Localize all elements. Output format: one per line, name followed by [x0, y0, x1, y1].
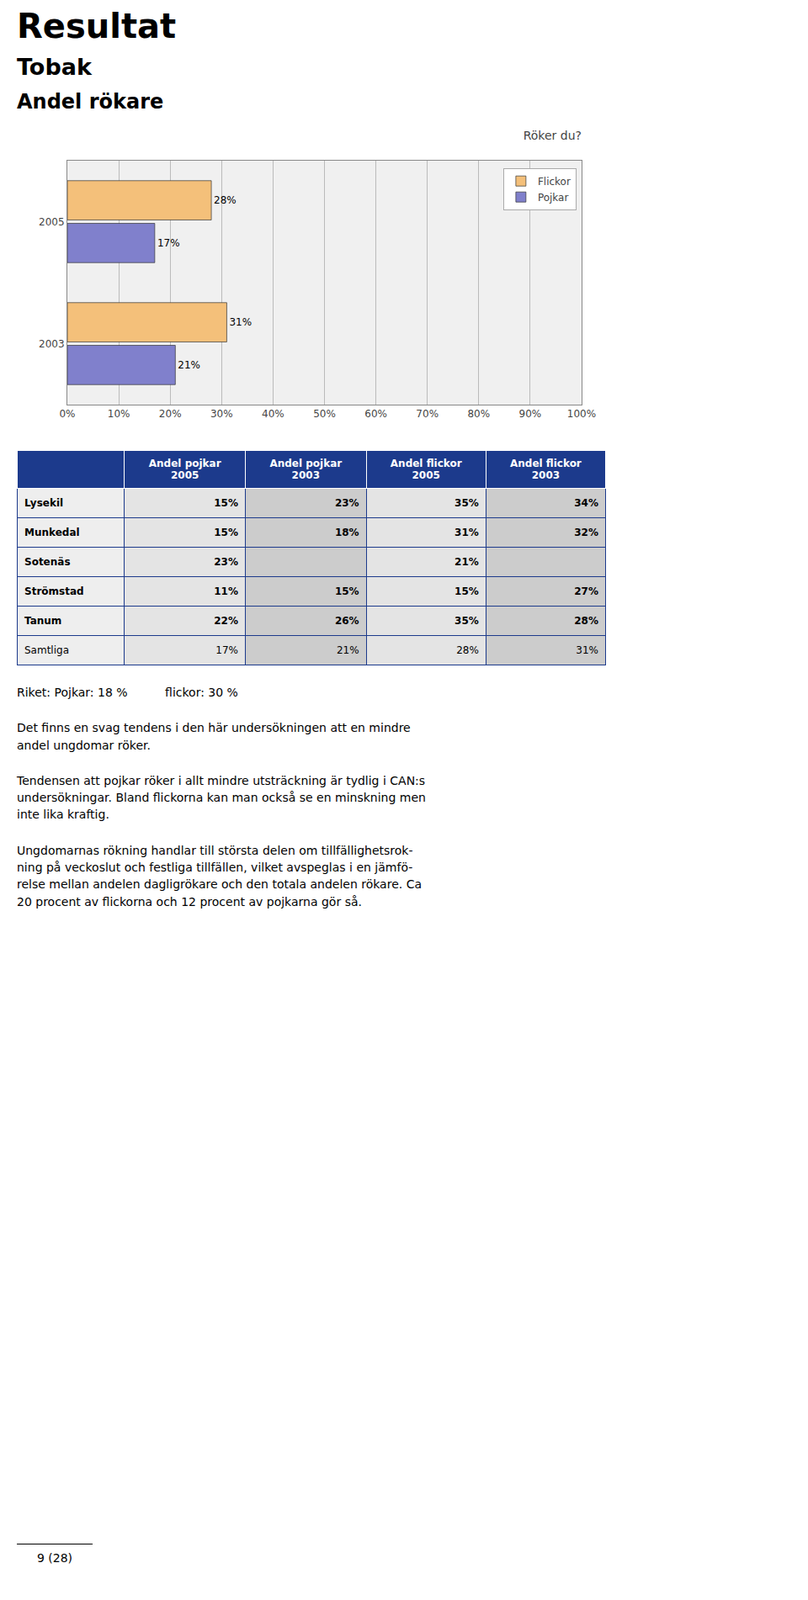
html-text:Tendensen att pojkar röker i a: Tendensen att pojkar röker i allt mindre…: [16, 774, 426, 822]
svg-text:100%: 100%: [567, 408, 596, 420]
html-text:31%: 31%: [454, 526, 479, 539]
html-text:11%: 11%: [214, 585, 239, 598]
html-text:26%: 26%: [334, 615, 360, 628]
html-text:35%: 35%: [454, 615, 479, 628]
html-text:15%: 15%: [454, 585, 479, 598]
svg-text:70%: 70%: [415, 408, 439, 420]
svg-text:90%: 90%: [519, 408, 543, 420]
html-text:Andel flickor 2003: Andel flickor 2003: [510, 457, 582, 482]
svg-text:0%: 0%: [58, 408, 75, 420]
html-text:Sotenäs: Sotenäs: [24, 556, 71, 569]
html-text:9 (28): 9 (28): [36, 1552, 73, 1566]
svg-text:40%: 40%: [261, 408, 285, 420]
html-text:35%: 35%: [454, 497, 479, 510]
html-text:34%: 34%: [574, 497, 599, 510]
svg-text:10%: 10%: [107, 408, 131, 420]
html-text:31%: 31%: [575, 644, 599, 657]
html-text:Ungdomarnas rökning handlar ti: Ungdomarnas rökning handlar till största…: [16, 844, 422, 909]
html-text:15%: 15%: [214, 526, 239, 539]
html-text:28%: 28%: [456, 644, 479, 657]
html-text:Resultat: Resultat: [16, 6, 177, 46]
html-text:27%: 27%: [574, 585, 599, 598]
html-text:Andel pojkar 2005: Andel pojkar 2005: [148, 457, 222, 482]
html-text:21%: 21%: [454, 556, 479, 569]
html-text:Riket: Pojkar: 18 % flickor: 3: Riket: Pojkar: 18 % flickor: 30 %: [16, 685, 239, 700]
html-text:Strömstad: Strömstad: [24, 585, 84, 598]
html-text:Samtliga: Samtliga: [24, 644, 70, 657]
html-text:Tanum: Tanum: [24, 615, 62, 628]
svg-text:28%: 28%: [213, 194, 237, 207]
svg-text:50%: 50%: [313, 408, 336, 420]
svg-text:80%: 80%: [467, 408, 490, 420]
html-text:15%: 15%: [214, 497, 239, 510]
html-text:Andel pojkar 2003: Andel pojkar 2003: [269, 457, 342, 482]
svg-text:31%: 31%: [228, 316, 252, 329]
html-text:Andel rökare: Andel rökare: [16, 90, 164, 114]
svg-text:2003: 2003: [38, 338, 65, 351]
svg-text:Pojkar: Pojkar: [537, 191, 569, 204]
html-text:Lysekil: Lysekil: [24, 497, 64, 510]
html-text:21%: 21%: [336, 644, 360, 657]
html-text:17%: 17%: [215, 644, 239, 657]
svg-text:Flickor: Flickor: [537, 175, 571, 188]
html-text:Andel flickor 2005: Andel flickor 2005: [390, 457, 462, 482]
html-text:Tobak: Tobak: [16, 53, 92, 80]
svg-text:20%: 20%: [159, 408, 182, 420]
svg-text:17%: 17%: [157, 237, 181, 250]
html-text:15%: 15%: [334, 585, 360, 598]
html-text:23%: 23%: [334, 497, 360, 510]
svg-text:2005: 2005: [38, 216, 65, 229]
html-text:Det finns en svag tendens i de: Det finns en svag tendens i den här unde…: [16, 721, 411, 753]
html-text:23%: 23%: [214, 556, 239, 569]
svg-text:30%: 30%: [210, 408, 234, 420]
svg-text:Röker du?: Röker du?: [523, 128, 582, 143]
html-text:18%: 18%: [334, 526, 360, 539]
html-text:32%: 32%: [574, 526, 599, 539]
svg-text:21%: 21%: [177, 359, 201, 372]
html-text:Munkedal: Munkedal: [24, 526, 80, 539]
html-text:22%: 22%: [214, 615, 239, 628]
html-text:28%: 28%: [574, 615, 599, 628]
svg-text:60%: 60%: [364, 408, 388, 420]
